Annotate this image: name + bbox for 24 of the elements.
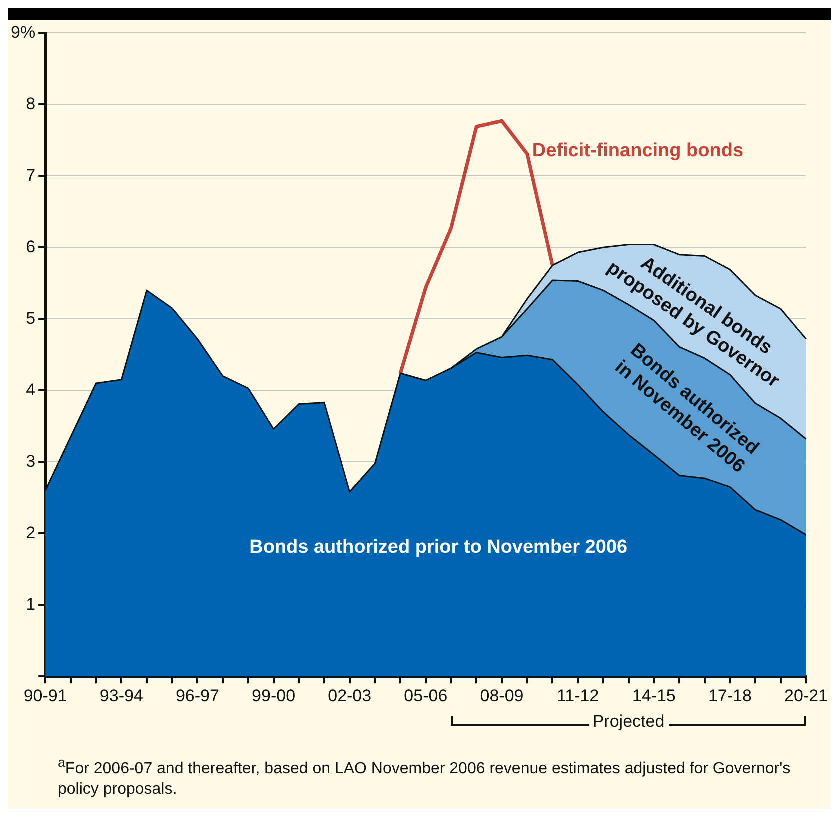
- y-tick-label: 3: [26, 452, 36, 471]
- y-tick-label: 2: [26, 523, 36, 542]
- series-label: Deficit-financing bonds: [532, 140, 744, 162]
- x-tick-label: 05-06: [404, 686, 448, 706]
- x-tick-label: 90-91: [24, 686, 68, 706]
- y-tick-label: 6: [26, 237, 36, 256]
- x-tick-label: 11-12: [556, 686, 600, 706]
- y-tick-label: 1: [26, 594, 36, 614]
- x-tick-label: 96-97: [176, 686, 220, 706]
- y-tick-label: 7: [26, 166, 36, 185]
- series-label: Bonds authorized prior to November 2006: [250, 537, 628, 558]
- x-tick-label: 93-94: [100, 686, 144, 706]
- y-tick-label: 5: [26, 308, 36, 328]
- x-tick-label: 99-00: [252, 686, 296, 706]
- text: $^{a}$For 2006-07 and thereafter, based on LAO November 2006 revenue estimates adjusted for Governor's policy proposals.: [57, 754, 792, 800]
- x-tick-label: 17-18: [708, 686, 752, 706]
- x-tick-label: 08-09: [480, 686, 524, 706]
- text: Projected: [588, 712, 669, 731]
- y-tick-label: 8: [26, 94, 36, 114]
- y-tick-label: 9%: [10, 22, 36, 42]
- x-tick-label: 20-21: [784, 686, 828, 706]
- x-tick-label: 14-15: [632, 686, 676, 706]
- y-tick-label: 4: [26, 380, 36, 400]
- x-tick-label: 02-03: [328, 686, 372, 706]
